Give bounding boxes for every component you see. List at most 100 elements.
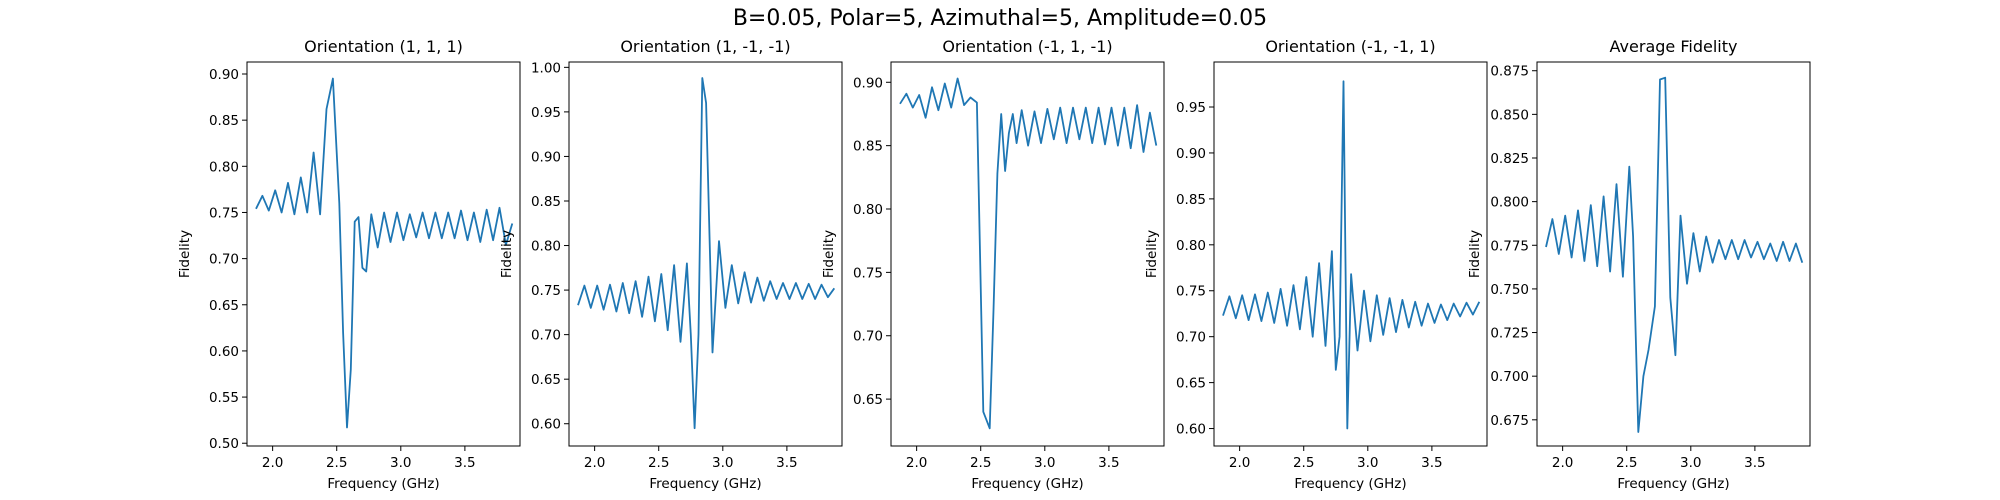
y-tick-label: 1.00 <box>531 60 561 76</box>
data-point <box>486 209 488 211</box>
data-point <box>389 241 391 243</box>
data-point <box>421 211 423 213</box>
y-tick-label: 0.90 <box>853 75 883 91</box>
data-point <box>795 282 797 284</box>
data-point <box>697 333 699 335</box>
chart-panel-5: Average Fidelity 2.0 2.5 3.0 3.5 0.675 0.700 0.… <box>1467 37 1811 492</box>
data-point <box>647 276 649 278</box>
data-point <box>1664 77 1666 79</box>
series-line <box>1545 76 1804 433</box>
data-point <box>1545 246 1547 248</box>
data-point <box>1046 108 1048 110</box>
data-point <box>963 104 965 106</box>
data-point <box>1731 239 1733 241</box>
data-point <box>1097 106 1099 108</box>
data-point <box>950 106 952 108</box>
figure-title: B=0.05, Polar=5, Azimuthal=5, Amplitude=… <box>732 6 1268 31</box>
data-point <box>1324 345 1326 347</box>
y-axis-label: Fidelity <box>1467 230 1483 278</box>
y-tick-label: 0.60 <box>1176 422 1206 438</box>
y-tick-label: 0.65 <box>1176 376 1206 392</box>
data-point <box>325 108 327 110</box>
data-point <box>1659 78 1661 80</box>
data-point <box>274 189 276 191</box>
data-point <box>982 411 984 413</box>
x-tick-label: 3.5 <box>776 455 797 471</box>
data-point <box>1602 195 1604 197</box>
y-tick-label: 0.725 <box>1490 326 1529 342</box>
data-point <box>1718 239 1720 241</box>
x-tick-label: 3.5 <box>1421 455 1442 471</box>
data-point <box>686 262 688 264</box>
data-point <box>1117 144 1119 146</box>
data-point <box>1155 144 1157 146</box>
chart-panel-2: Orientation (1, -1, -1) 2.0 2.5 3.0 3.5 0.60 0… <box>499 37 843 492</box>
data-point <box>511 222 513 224</box>
data-point <box>1338 336 1340 338</box>
data-point <box>1142 151 1144 153</box>
data-point <box>255 208 257 210</box>
data-point <box>1465 302 1467 304</box>
x-tick-label: 3.0 <box>1034 455 1055 471</box>
data-point <box>705 102 707 104</box>
data-point <box>1763 258 1765 260</box>
data-point <box>1331 250 1333 252</box>
data-point <box>1335 369 1337 371</box>
data-point <box>1260 320 1262 322</box>
x-axis-label: Frequency (GHz) <box>327 476 439 492</box>
data-point <box>1085 106 1087 108</box>
series-line <box>899 77 1158 430</box>
chart-title: Orientation (1, 1, 1) <box>304 37 463 56</box>
y-tick-label: 0.70 <box>1176 330 1206 346</box>
data-point <box>1724 258 1726 260</box>
y-tick-label: 0.75 <box>531 283 561 299</box>
data-point <box>1577 209 1579 211</box>
y-tick-label: 0.850 <box>1490 107 1529 123</box>
data-point <box>1558 253 1560 255</box>
data-point <box>602 309 604 311</box>
data-point <box>1267 291 1269 293</box>
data-point <box>905 93 907 95</box>
data-point <box>498 207 500 209</box>
data-point <box>409 213 411 215</box>
y-tick-label: 0.80 <box>853 202 883 218</box>
data-point <box>1065 142 1067 144</box>
data-point <box>1414 301 1416 303</box>
data-point <box>1674 354 1676 356</box>
x-tick-label: 2.0 <box>906 455 927 471</box>
data-point <box>370 213 372 215</box>
data-point <box>1769 242 1771 244</box>
data-point <box>346 426 348 428</box>
y-tick-label: 0.85 <box>1176 192 1206 208</box>
data-point <box>956 77 958 79</box>
data-point <box>466 239 468 241</box>
data-point <box>441 237 443 239</box>
data-point <box>833 287 835 289</box>
data-point <box>365 270 367 272</box>
plot-frame <box>568 61 843 447</box>
data-point <box>428 237 430 239</box>
data-point <box>1628 166 1630 168</box>
data-point <box>1004 170 1006 172</box>
data-point <box>583 284 585 286</box>
data-point <box>1346 427 1348 429</box>
data-point <box>1795 242 1797 244</box>
data-point <box>701 77 703 79</box>
data-point <box>1104 143 1106 145</box>
data-point <box>827 296 829 298</box>
data-point <box>1110 106 1112 108</box>
data-point <box>402 239 404 241</box>
data-point <box>1053 138 1055 140</box>
y-tick-label: 0.70 <box>209 252 239 268</box>
x-tick-label: 2.5 <box>970 455 991 471</box>
data-point <box>969 96 971 98</box>
data-point <box>300 176 302 178</box>
y-tick-label: 0.75 <box>209 205 239 221</box>
data-point <box>1012 113 1014 115</box>
data-point <box>377 246 379 248</box>
data-point <box>460 209 462 211</box>
y-axis-label: Fidelity <box>821 230 837 278</box>
data-point <box>312 151 314 153</box>
data-point <box>1388 297 1390 299</box>
